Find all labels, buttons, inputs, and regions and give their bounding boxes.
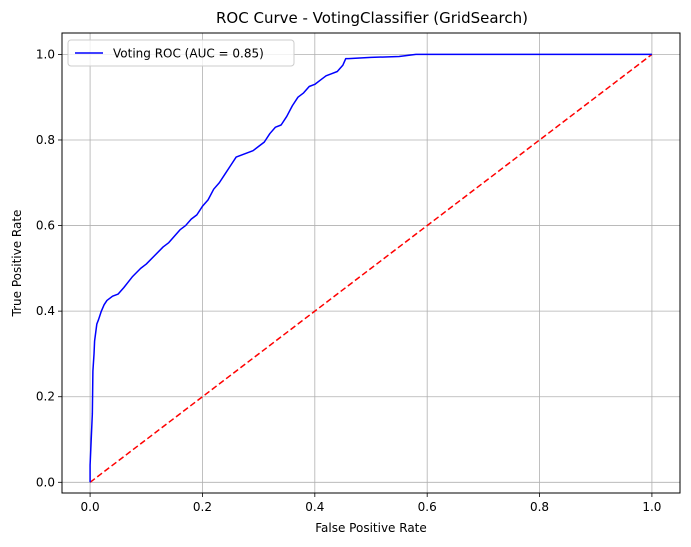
plot-frame [61, 32, 681, 494]
y-axis-label: True Positive Rate [10, 210, 24, 318]
x-tick-label: 0.2 [193, 500, 212, 514]
ticks: 0.0 0.2 0.4 0.6 0.8 1.0 0.0 0.2 0.4 0.6 0.8 1.0 [36, 47, 662, 514]
roc-curve-line [89, 53, 652, 483]
x-tick-label: 0.0 [81, 500, 100, 514]
x-tick-label: 0.4 [305, 500, 324, 514]
chance-diagonal-line [89, 53, 653, 483]
y-tick-label: 0.2 [36, 390, 55, 404]
legend-label: Voting ROC (AUC = 0.85) [113, 47, 264, 61]
series-layer [89, 53, 653, 483]
x-tick-label: 0.6 [418, 500, 437, 514]
chart-title: ROC Curve - VotingClassifier (GridSearch… [216, 9, 528, 27]
x-tick-label: 0.8 [530, 500, 549, 514]
y-tick-label: 0.4 [36, 304, 55, 318]
y-tick-label: 1.0 [36, 47, 55, 61]
legend-box [67, 39, 295, 67]
y-tick-label: 0.0 [36, 475, 55, 489]
x-axis-label: False Positive Rate [315, 521, 427, 535]
legend: Voting ROC (AUC = 0.85) [67, 39, 295, 67]
y-tick-label: 0.8 [36, 133, 55, 147]
y-tick-label: 0.6 [36, 219, 55, 233]
x-tick-label: 1.0 [642, 500, 661, 514]
